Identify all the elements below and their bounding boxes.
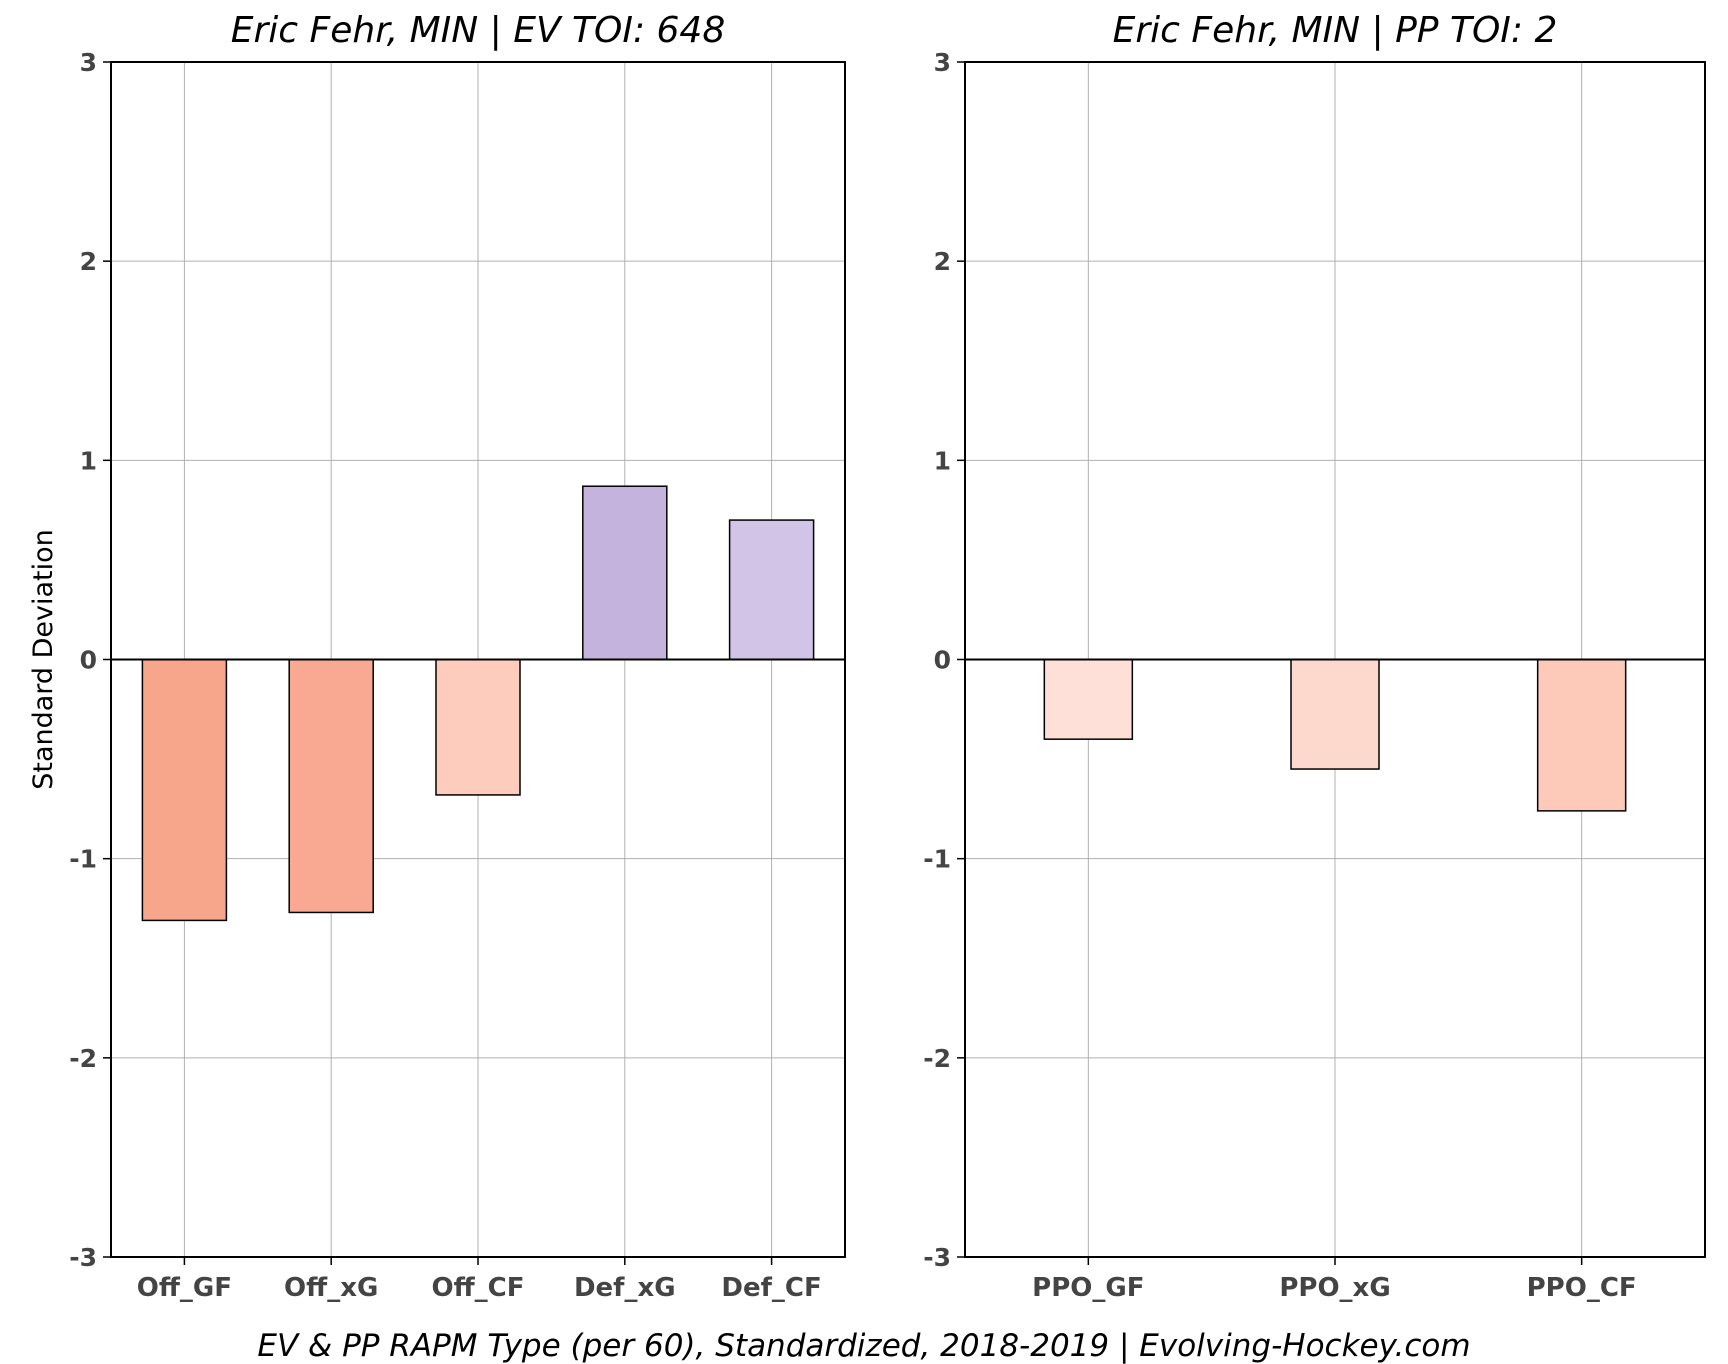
- y-tick-label: -1: [69, 845, 97, 874]
- bar-Def_xG: [582, 485, 668, 661]
- x-tick-label: Off_GF: [137, 1273, 232, 1303]
- y-tick-label: 1: [934, 446, 951, 475]
- y-tick-label: -2: [923, 1044, 951, 1073]
- x-tick-label: PPO_xG: [1279, 1273, 1390, 1303]
- bar-Def_CF: [728, 519, 815, 661]
- bar-PPO_CF: [1536, 658, 1627, 812]
- panel-title: Eric Fehr, MIN | EV TOI: 648: [231, 10, 726, 51]
- bar-Off_CF: [435, 658, 521, 796]
- y-tick-label: -1: [923, 845, 951, 874]
- y-tick-label: 0: [934, 646, 951, 675]
- x-tick-label: Def_CF: [721, 1273, 821, 1303]
- y-tick-label: 3: [934, 48, 951, 77]
- y-tick-label: 1: [80, 446, 97, 475]
- y-axis-label: Standard Deviation: [28, 529, 59, 790]
- y-tick-label: -3: [923, 1243, 951, 1272]
- ev-rapm-panel: Eric Fehr, MIN | EV TOI: 648 -3 -2 -1 0 1 2 3 Of…: [28, 10, 846, 1303]
- bar-Off_xG: [288, 658, 374, 914]
- plot-frame: [110, 61, 846, 1258]
- x-tick-label: PPO_CF: [1527, 1273, 1637, 1303]
- footer-caption: EV & PP RAPM Type (per 60), Standardized…: [257, 1328, 1470, 1364]
- y-tick-label: 2: [80, 247, 97, 276]
- y-tick-label: 2: [934, 247, 951, 276]
- pp-rapm-panel: Eric Fehr, MIN | PP TOI: 2 -3 -2 -1 0 1 2 3 PPO_…: [923, 10, 1706, 1303]
- x-tick-label: Off_xG: [284, 1273, 378, 1303]
- bar-Off_GF: [141, 658, 228, 922]
- y-tick-label: -2: [69, 1044, 97, 1073]
- bar-PPO_xG: [1290, 658, 1380, 770]
- x-tick-label: Def_xG: [574, 1273, 676, 1303]
- x-tick-label: Off_CF: [431, 1273, 524, 1303]
- y-tick-label: 0: [80, 646, 97, 675]
- plot-frame: [964, 61, 1706, 1258]
- y-tick-label: 3: [80, 48, 97, 77]
- x-tick-label: PPO_GF: [1032, 1273, 1144, 1303]
- y-tick-label: -3: [69, 1243, 97, 1272]
- panel-title: Eric Fehr, MIN | PP TOI: 2: [1113, 10, 1558, 51]
- bar-PPO_GF: [1043, 658, 1134, 740]
